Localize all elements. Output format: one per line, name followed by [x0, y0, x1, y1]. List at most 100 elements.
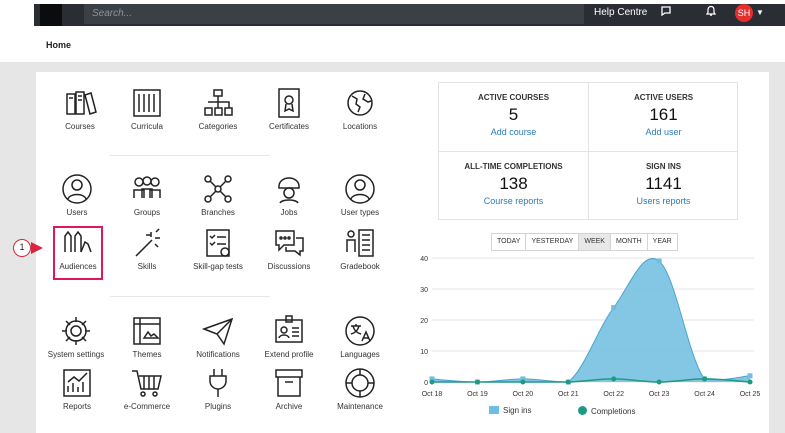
stat-value: 138: [499, 174, 528, 193]
themes-icon: [133, 317, 161, 345]
tile-label: Jobs: [280, 208, 298, 217]
add-user-link[interactable]: Add user: [645, 127, 682, 137]
tile-label: Courses: [65, 122, 95, 131]
tile-gradebook[interactable]: Gradebook: [325, 226, 395, 271]
data-point-completions: [474, 379, 480, 385]
tile-label: Skill-gap tests: [193, 262, 243, 271]
tile-label: Users: [66, 208, 88, 217]
hard-hat-icon: [278, 177, 300, 204]
gradebook-icon: [346, 229, 374, 257]
data-point-sign-ins: [611, 305, 617, 311]
help-centre-link[interactable]: Help Centre: [594, 7, 648, 18]
add-course-link[interactable]: Add course: [490, 127, 537, 137]
tile-notifications[interactable]: Notifications: [183, 314, 253, 359]
y-tick-label: 40: [420, 256, 428, 263]
tab-week[interactable]: WEEK: [579, 234, 611, 250]
tile-audiences[interactable]: Audiences: [43, 226, 113, 271]
data-point-sign-ins: [656, 258, 662, 264]
courses-icon: [66, 91, 97, 115]
tile-reports[interactable]: Reports: [42, 366, 112, 411]
tile-label: Themes: [132, 350, 162, 359]
tile-users[interactable]: Users: [42, 172, 112, 217]
tile-user-types[interactable]: User types: [325, 172, 395, 217]
tile-themes[interactable]: Themes: [112, 314, 182, 359]
tile-label: Branches: [201, 208, 235, 217]
tile-skills[interactable]: Skills: [112, 226, 182, 271]
discussions-icon: [275, 230, 304, 257]
tile-label: Notifications: [196, 350, 240, 359]
stat-value: 1141: [645, 174, 682, 193]
data-point-completions: [656, 379, 662, 385]
tab-month[interactable]: MONTH: [610, 234, 648, 250]
chat-icon[interactable]: [658, 5, 674, 21]
tile-certificates[interactable]: Certificates: [254, 86, 324, 131]
tile-categories[interactable]: Categories: [183, 86, 253, 131]
divider: [110, 296, 270, 297]
tile-label: System settings: [47, 350, 105, 359]
tile-maintenance[interactable]: Maintenance: [325, 366, 395, 411]
y-tick-label: 30: [420, 287, 428, 294]
tile-plugins[interactable]: Plugins: [183, 366, 253, 411]
stat-title: ACTIVE COURSES: [477, 93, 550, 102]
tile-discussions[interactable]: Discussions: [254, 226, 324, 271]
search-input[interactable]: Search...: [84, 4, 584, 24]
tile-branches[interactable]: Branches: [183, 172, 253, 217]
tab-year[interactable]: YEAR: [647, 234, 677, 250]
tile-archive[interactable]: Archive: [254, 366, 324, 411]
tile-groups[interactable]: Groups: [112, 172, 182, 217]
tile-courses[interactable]: Courses: [45, 86, 115, 131]
x-tick-label: Oct 24: [694, 391, 715, 398]
tile-locations[interactable]: Locations: [325, 86, 395, 131]
globe-icon: [347, 90, 373, 116]
top-bar: Search... Help Centre SH ▼: [0, 0, 785, 26]
data-point-sign-ins: [429, 376, 435, 382]
logo[interactable]: [40, 4, 62, 26]
tile-label: Categories: [198, 122, 238, 131]
legend-completions[interactable]: Completions: [578, 406, 635, 416]
legend-label: Sign ins: [503, 406, 532, 415]
bell-icon[interactable]: [703, 5, 719, 21]
data-point-completions: [520, 379, 526, 385]
divider: [110, 155, 270, 156]
activity-chart: 0 10 20 30 40 Oct 18 Oct 19 Oct 20 Oct 21 Oct 22 O…: [420, 256, 760, 398]
x-tick-label: Oct 19: [467, 391, 488, 398]
tab-today[interactable]: TODAY: [492, 234, 527, 250]
tile-system-settings[interactable]: System settings: [41, 314, 111, 359]
tile-curricula[interactable]: Curricula: [112, 86, 182, 131]
chevron-down-icon[interactable]: ▼: [756, 8, 764, 17]
legend-label: Completions: [591, 407, 636, 416]
tile-jobs[interactable]: Jobs: [254, 172, 324, 217]
course-reports-link[interactable]: Course reports: [483, 196, 544, 206]
maintenance-icon: [345, 368, 375, 398]
magic-wand-icon: [135, 228, 160, 257]
y-tick-label: 10: [420, 349, 428, 356]
series-area-sign-ins: [432, 258, 750, 382]
tile-extend-profile[interactable]: Extend profile: [254, 314, 324, 359]
tab-yesterday[interactable]: YESTERDAY: [526, 234, 580, 250]
stat-title: SIGN INS: [645, 162, 682, 171]
tile-label: Audiences: [59, 262, 97, 271]
range-tabs: TODAY YESTERDAY WEEK MONTH YEAR: [491, 233, 678, 251]
id-card-icon: [275, 315, 303, 343]
tile-label: Languages: [340, 350, 380, 359]
legend-sign-ins[interactable]: Sign ins: [489, 406, 531, 415]
tile-ecommerce[interactable]: e-Commerce: [112, 366, 182, 411]
user-avatar[interactable]: SH: [735, 4, 753, 22]
stat-value: 5: [508, 105, 519, 124]
x-tick-label: Oct 21: [558, 391, 579, 398]
stat-title: ALL-TIME COMPLETIONS: [464, 162, 563, 171]
users-reports-link[interactable]: Users reports: [636, 196, 691, 206]
stat-value: 161: [649, 105, 678, 124]
categories-icon: [204, 89, 233, 116]
groups-icon: [133, 176, 161, 198]
tile-skill-gap-tests[interactable]: Skill-gap tests: [183, 226, 253, 271]
tile-languages[interactable]: Languages: [325, 314, 395, 359]
x-tick-label: Oct 22: [603, 391, 624, 398]
plug-icon: [209, 369, 227, 397]
tile-label: Extend profile: [264, 350, 314, 359]
cart-icon: [132, 370, 162, 397]
legend-swatch: [578, 406, 587, 415]
data-point-completions: [611, 376, 617, 382]
tile-label: Groups: [133, 208, 161, 217]
tile-label: Maintenance: [337, 402, 383, 411]
